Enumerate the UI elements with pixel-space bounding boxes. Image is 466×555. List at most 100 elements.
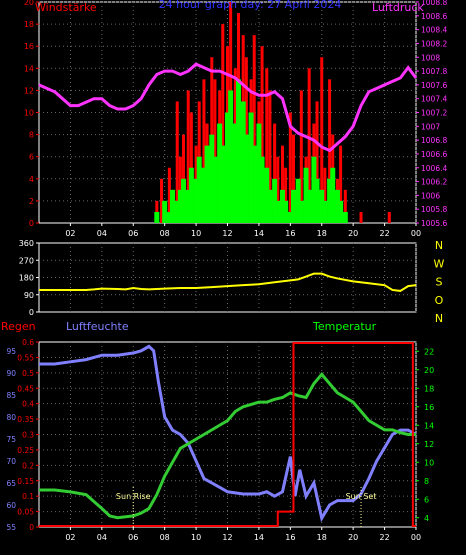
- rain-axis-tick-label: 0.3: [22, 431, 34, 440]
- pressure-axis-tick-label: 1006.6: [421, 150, 447, 159]
- rain-humidity-temperature-panel: Sun Rise Sun Set 0 0.05 0.1 0.15 0.2 0.25 0.3 0.…: [1, 320, 434, 542]
- wind-bar: [306, 189, 312, 223]
- x-tick-label: 06: [128, 533, 138, 542]
- rain-axis-tick-label: 0.4: [22, 400, 34, 409]
- humidity-axis-tick-label: 60: [6, 501, 16, 510]
- wind-bar: [319, 189, 325, 223]
- wind-axis-tick-label: 10: [24, 109, 34, 118]
- compass-label: O: [435, 294, 444, 307]
- wind-bar: [338, 200, 344, 223]
- rain-axis-tick-label: 0.1: [22, 492, 34, 501]
- direction-axis-tick-label: 180: [19, 274, 34, 283]
- wind-bar: [243, 134, 249, 223]
- compass-label: N: [435, 312, 443, 325]
- wind-axis-tick-label: 6: [29, 153, 34, 162]
- temperature-axis-tick-label: 14: [424, 421, 434, 430]
- temperature-axis-tick-label: 4: [424, 514, 429, 523]
- gust-bar: [315, 101, 319, 223]
- wind-bar: [177, 189, 183, 223]
- wind-bar: [235, 79, 241, 223]
- pressure-axis-tick-label: 1006.2: [421, 178, 447, 187]
- gust-bar: [160, 178, 164, 223]
- pressure-axis-ticks: 1005.6 1005.8 1006 1006.2 1006.4 1006.6 1006.8…: [416, 0, 447, 228]
- wind-axis-tick-label: 16: [24, 42, 34, 51]
- gust-bar: [276, 156, 280, 223]
- x-tick-label: 10: [191, 229, 201, 238]
- rain-humidity-temperature-grid: [39, 342, 417, 527]
- wind-axis-ticks: 0 2 4 6 8 10 12 14 16 18 20: [24, 0, 39, 228]
- x-tick-label: 22: [379, 533, 389, 542]
- x-tick-label: 12: [222, 229, 232, 238]
- wind-bar: [298, 200, 304, 223]
- wind-axis-tick-label: 2: [29, 197, 34, 206]
- rain-axis-tick-label: 0.15: [17, 477, 34, 486]
- wind-bar: [334, 189, 340, 223]
- x-tick-label: 14: [254, 533, 264, 542]
- x-tick-label: 04: [97, 533, 107, 542]
- wind-axis-tick-label: 20: [24, 0, 34, 7]
- wind-bar: [256, 123, 262, 223]
- pressure-axis-tick-label: 1008.2: [421, 39, 447, 48]
- wind-bar: [287, 211, 293, 223]
- temperature-axis-tick-label: 10: [424, 458, 434, 467]
- wind-bar: [201, 167, 207, 223]
- pressure-axis-tick-label: 1007.4: [421, 95, 447, 104]
- humidity-axis-tick-label: 85: [6, 391, 16, 400]
- x-tick-label: 10: [191, 533, 201, 542]
- x-tick-label: 16: [285, 229, 295, 238]
- gust-bar: [288, 112, 292, 223]
- wind-bar: [162, 200, 168, 223]
- gust-bar: [260, 46, 264, 224]
- x-tick-label: 14: [254, 229, 264, 238]
- pressure-axis-tick-label: 1006.8: [421, 136, 447, 145]
- temperature-axis-tick-label: 12: [424, 440, 434, 449]
- x-tick-label: 18: [317, 533, 327, 542]
- rain-axis-tick-label: 0.25: [17, 446, 34, 455]
- wind-bar: [174, 200, 180, 223]
- wind-bar: [314, 178, 320, 223]
- x-tick-label: 00: [411, 229, 421, 238]
- temperature-axis-tick-label: 20: [424, 366, 434, 375]
- humidity-axis-tick-label: 90: [6, 369, 16, 378]
- compass-label: N: [435, 239, 443, 252]
- humidity-axis-tick-label: 80: [6, 413, 16, 422]
- temperature-axis-tick-label: 18: [424, 384, 434, 393]
- wind-direction-line: [39, 272, 417, 292]
- wind-bar: [259, 156, 265, 223]
- wind-bar: [181, 178, 187, 223]
- x-tick-label: 08: [160, 533, 170, 542]
- wind-axis-tick-label: 14: [24, 64, 34, 73]
- humidity-axis-tick-label: 55: [6, 523, 16, 532]
- direction-axis-tick-label: 0: [29, 308, 34, 317]
- wind-bar: [248, 112, 254, 223]
- x-tick-label: 02: [65, 229, 75, 238]
- pressure-axis-tick-label: 1006: [421, 191, 440, 200]
- x-tick-label: 22: [379, 229, 389, 238]
- wind-bar: [225, 112, 230, 223]
- temperature-axis-tick-label: 6: [424, 495, 429, 504]
- pressure-axis-tick-label: 1008: [421, 53, 440, 62]
- wind-bar: [251, 145, 257, 223]
- humidity-axis-ticks: 55 60 65 70 75 80 85 90 95: [6, 347, 16, 532]
- wind-bar: [267, 189, 273, 223]
- temperature-axis-ticks: 4 6 8 10 12 14 16 18 20 22: [416, 347, 434, 523]
- humidity-axis-tick-label: 65: [6, 479, 16, 488]
- sun-marker-label: Sun Rise: [116, 492, 151, 501]
- chart-title: 24 hour graph day: 27 April 2024: [159, 0, 342, 11]
- temperature-axis-title: Temperatur: [312, 320, 377, 333]
- compass-label: S: [436, 276, 443, 289]
- sun-annotations: Sun Rise Sun Set: [116, 487, 377, 527]
- rain-axis-tick-label: 0.05: [17, 508, 34, 517]
- humidity-axis-tick-label: 70: [6, 457, 16, 466]
- rain-axis-ticks: 0 0.05 0.1 0.15 0.2 0.25 0.3 0.35 0.4 0.45 0.5 0.55…: [17, 338, 39, 532]
- sun-marker-label: Sun Set: [346, 492, 377, 501]
- temperature-axis-tick-label: 8: [424, 477, 429, 486]
- wind-bar: [322, 200, 328, 223]
- wind-bar: [272, 178, 278, 223]
- rain-axis-tick-label: 0.6: [22, 338, 34, 347]
- wind-bar: [240, 101, 246, 223]
- wind-bar: [311, 156, 317, 223]
- rain-axis-tick-label: 0: [29, 523, 34, 532]
